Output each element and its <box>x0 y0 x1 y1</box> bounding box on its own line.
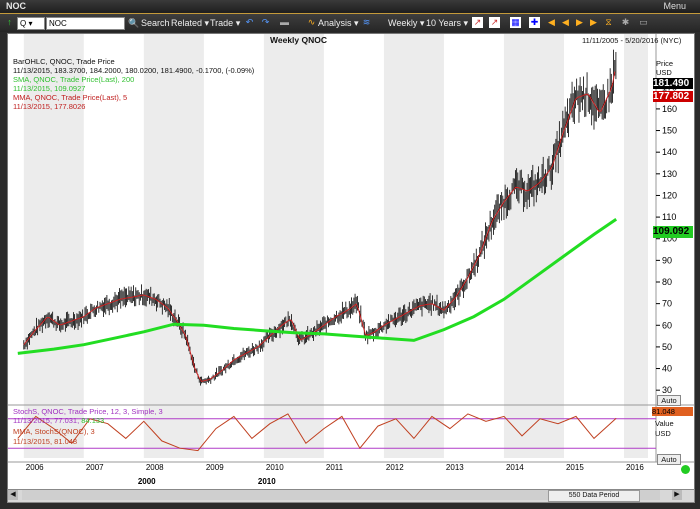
x-tick-label: 2014 <box>506 463 524 472</box>
folder-icon[interactable]: ▬ <box>280 17 289 27</box>
year-band <box>143 34 204 458</box>
mma-price-badge: 177.802 <box>653 91 693 102</box>
print-icon[interactable]: ▭ <box>639 17 648 27</box>
chart-style2-icon[interactable]: ↗ <box>489 17 500 28</box>
stoch-line <box>17 413 617 452</box>
y-tick-label: 60 <box>662 320 672 330</box>
y-tick-label: 100 <box>662 234 677 244</box>
grid-icon[interactable]: ▦ <box>510 17 521 28</box>
last-price-badge: 181.490 <box>653 78 693 89</box>
legend-stoch-title: StochS, QNOC, Trade Price, 12, 3, Simple… <box>13 407 163 416</box>
legend-sma-title: SMA, QNOC, Trade Price(Last), 200 <box>13 75 135 84</box>
y-tick-label: 160 <box>662 104 677 114</box>
weekly-menu[interactable]: Weekly ▾ <box>388 18 425 28</box>
legend-stoch-values: 11/13/2015, 77.031, 84.133 <box>13 416 105 425</box>
y-tick-label: 140 <box>662 147 677 157</box>
value-axis-unit: USD <box>655 429 671 438</box>
zoom-icon[interactable]: ⧖ <box>605 17 612 27</box>
price-auto-button[interactable]: Auto <box>657 395 681 406</box>
analysis-icon: ∿ <box>307 17 316 27</box>
window-titlebar: NOC Menu <box>0 0 700 14</box>
search-icon[interactable]: 🔍 <box>128 18 140 28</box>
window-title: NOC <box>6 1 26 11</box>
chart-date-range: 11/11/2005 - 5/20/2016 (NYC) <box>582 36 682 45</box>
symbol-input[interactable]: NOC <box>46 17 125 30</box>
era-label: 2010 <box>258 477 276 486</box>
analysis-menu[interactable]: Analysis ▾ <box>318 18 359 28</box>
y-tick-label: 150 <box>662 126 677 136</box>
menu-button[interactable]: Menu <box>663 1 686 11</box>
y-tick-label: 110 <box>662 212 676 222</box>
year-band <box>383 34 444 458</box>
legend-bar-values: 11/13/2015, 183.3700, 184.2000, 180.0200… <box>13 66 255 75</box>
chart-panel: 2006 2007 2008 2009 2010 2011 2012 2013 2014 2015… <box>7 33 695 491</box>
y-tick-label: 80 <box>662 277 672 287</box>
x-tick-label: 2011 <box>326 463 344 472</box>
x-tick-label: 2008 <box>146 463 164 472</box>
x-tick-label: 2015 <box>566 463 584 472</box>
sma-price-badge: 109.092 <box>653 226 693 238</box>
related-menu[interactable]: Related ▾ <box>171 18 210 28</box>
x-tick-label: 2013 <box>446 463 464 472</box>
y-tick-label: 30 <box>662 385 672 395</box>
chart-style-icon[interactable]: ↗ <box>472 17 483 28</box>
y-tick-label: 70 <box>662 299 672 309</box>
legend-mma2-values: 11/13/2015, 81.048 <box>13 437 78 446</box>
legend-bar-title: BarOHLC, QNOC, Trade Price <box>13 57 115 66</box>
legend-mma-title: MMA, QNOC, Trade Price(Last), 5 <box>13 93 128 102</box>
year-band <box>623 34 648 458</box>
scroll-left-icon[interactable]: ◀ <box>562 17 569 27</box>
y-tick-label: 130 <box>662 169 677 179</box>
green-arrow-icon[interactable]: ↑ <box>7 17 12 27</box>
wave-icon[interactable]: ≋ <box>362 17 371 27</box>
range-menu[interactable]: 10 Years ▾ <box>426 18 469 28</box>
undo-icon[interactable]: ↶ <box>245 17 254 27</box>
scroll-left-button[interactable]: ◀ <box>8 490 18 500</box>
legend-mma2-title: MMA, StochS(QNOC), 3 <box>13 427 95 436</box>
y-tick-label: 40 <box>662 364 672 374</box>
status-dot <box>681 465 690 474</box>
mma-line <box>23 71 616 382</box>
stoch-value-badge: 81.048 <box>652 407 693 416</box>
year-band <box>263 34 324 458</box>
scroll-right-button[interactable]: ▶ <box>672 490 682 500</box>
stoch-auto-button[interactable]: Auto <box>657 454 681 465</box>
sma-line <box>17 218 618 355</box>
trade-menu[interactable]: Trade ▾ <box>210 18 241 28</box>
y-tick-label: 90 <box>662 255 672 265</box>
data-period-label: 550 Data Period <box>548 490 640 502</box>
scrollbar[interactable]: ◀ 550 Data Period ▶ <box>7 489 695 503</box>
x-tick-label: 2010 <box>266 463 284 472</box>
price-axis-unit: USD <box>656 68 672 77</box>
year-band <box>503 34 564 458</box>
search-button[interactable]: Search <box>141 18 170 28</box>
scroll-left-end-icon[interactable]: ◀ <box>548 17 555 27</box>
settings-icon[interactable]: ✱ <box>621 17 630 27</box>
era-label: 2000 <box>138 477 156 486</box>
legend-mma-values: 11/13/2015, 177.8026 <box>13 102 86 111</box>
chart-canvas: 2006 2007 2008 2009 2010 2011 2012 2013 2014 2015… <box>8 34 694 486</box>
toolbar: ↑ Q ▾ NOC 🔍 Search Related ▾ Trade ▾ ↶ ↷… <box>0 14 700 32</box>
x-tick-label: 2006 <box>26 463 44 472</box>
y-tick-label: 120 <box>662 190 677 200</box>
redo-icon[interactable]: ↷ <box>261 17 270 27</box>
x-tick-label: 2007 <box>86 463 104 472</box>
x-tick-label: 2012 <box>386 463 404 472</box>
year-band <box>23 34 84 458</box>
price-axis-label: Price <box>656 59 674 68</box>
x-tick-label: 2009 <box>206 463 224 472</box>
quote-type-select[interactable]: Q ▾ <box>17 17 45 30</box>
scroll-right-end-icon[interactable]: ▶ <box>590 17 597 27</box>
legend-sma-values: 11/13/2015, 109.0927 <box>13 84 86 93</box>
value-axis-label: Value <box>655 419 674 428</box>
scroll-track[interactable] <box>22 490 660 500</box>
y-tick-label: 50 <box>662 342 672 352</box>
x-tick-label: 2016 <box>626 463 644 472</box>
crosshair-icon[interactable]: ✚ <box>529 17 540 28</box>
chart-title: Weekly QNOC <box>270 35 328 45</box>
scroll-right-icon[interactable]: ▶ <box>576 17 583 27</box>
